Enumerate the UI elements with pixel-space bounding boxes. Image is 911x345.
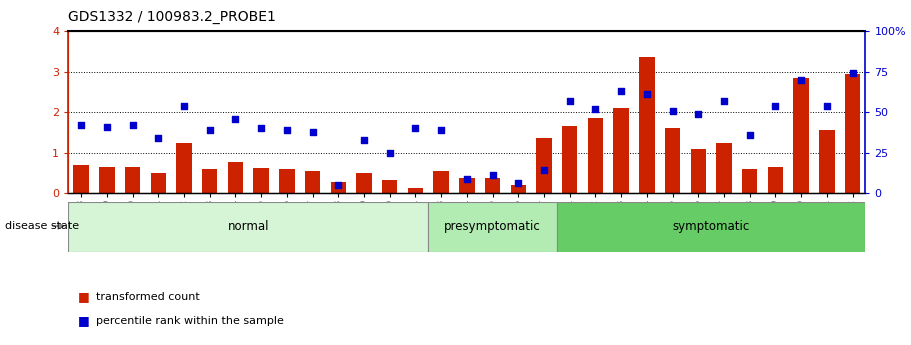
Bar [382, 180, 397, 193]
Point [357, 137, 372, 142]
Point [383, 150, 397, 155]
Point [151, 135, 166, 141]
Text: transformed count: transformed count [96, 292, 200, 302]
Bar [279, 169, 294, 193]
Bar [537, 138, 552, 193]
Point [768, 103, 783, 108]
Text: percentile rank within the sample: percentile rank within the sample [96, 316, 283, 326]
Point [691, 111, 706, 117]
Bar [202, 169, 218, 193]
Bar [665, 128, 681, 193]
Point [126, 122, 140, 128]
Text: ■: ■ [77, 314, 89, 327]
Point [614, 88, 629, 94]
Bar [99, 167, 115, 193]
Bar [150, 173, 166, 193]
Bar [588, 118, 603, 193]
Bar [716, 142, 732, 193]
Point [99, 124, 114, 129]
Bar [844, 73, 860, 193]
Bar [742, 169, 757, 193]
Bar [68, 202, 428, 252]
Bar [793, 78, 809, 193]
Point [793, 77, 808, 82]
Point [486, 172, 500, 178]
Point [511, 181, 526, 186]
Text: normal: normal [228, 220, 269, 233]
Point [742, 132, 757, 138]
Point [408, 126, 423, 131]
Bar [819, 130, 834, 193]
Bar [428, 202, 557, 252]
Point [74, 122, 88, 128]
Bar [356, 173, 372, 193]
Bar [331, 182, 346, 193]
Point [280, 127, 294, 133]
Bar [640, 57, 655, 193]
Bar [305, 171, 321, 193]
Bar [228, 161, 243, 193]
Point [845, 70, 860, 76]
Point [665, 108, 680, 113]
Point [254, 126, 269, 131]
Text: disease state: disease state [5, 221, 78, 231]
Point [562, 98, 577, 104]
Text: GDS1332 / 100983.2_PROBE1: GDS1332 / 100983.2_PROBE1 [68, 10, 276, 24]
Point [820, 103, 834, 108]
Bar [408, 188, 424, 193]
Point [331, 182, 345, 188]
Bar [253, 168, 269, 193]
Point [589, 106, 603, 112]
Bar [125, 167, 140, 193]
Point [202, 127, 217, 133]
Text: symptomatic: symptomatic [672, 220, 750, 233]
Bar [510, 185, 526, 193]
Bar [459, 178, 475, 193]
Point [177, 103, 191, 108]
Bar [768, 167, 783, 193]
Bar [562, 126, 578, 193]
Bar [613, 108, 629, 193]
Text: presymptomatic: presymptomatic [445, 220, 541, 233]
Point [640, 91, 654, 97]
Bar [557, 202, 865, 252]
Bar [177, 142, 191, 193]
Point [459, 176, 474, 181]
Bar [434, 171, 449, 193]
Point [228, 116, 242, 121]
Bar [74, 165, 89, 193]
Point [537, 168, 551, 173]
Bar [691, 149, 706, 193]
Point [434, 127, 448, 133]
Bar [485, 178, 500, 193]
Point [305, 129, 320, 134]
Text: ■: ■ [77, 290, 89, 303]
Point [717, 98, 732, 104]
